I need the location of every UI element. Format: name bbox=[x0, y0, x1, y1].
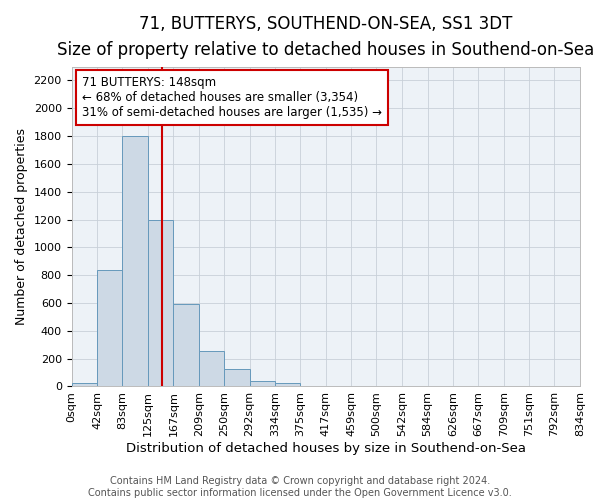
Bar bbox=[71, 383, 97, 386]
Bar bbox=[250, 380, 275, 386]
Bar bbox=[199, 351, 224, 386]
Text: 71 BUTTERYS: 148sqm
← 68% of detached houses are smaller (3,354)
31% of semi-det: 71 BUTTERYS: 148sqm ← 68% of detached ho… bbox=[82, 76, 382, 119]
Bar bbox=[275, 383, 300, 386]
Bar bbox=[97, 270, 122, 386]
Bar bbox=[224, 369, 250, 386]
X-axis label: Distribution of detached houses by size in Southend-on-Sea: Distribution of detached houses by size … bbox=[126, 442, 526, 455]
Bar bbox=[148, 220, 173, 386]
Text: Contains HM Land Registry data © Crown copyright and database right 2024.
Contai: Contains HM Land Registry data © Crown c… bbox=[88, 476, 512, 498]
Bar bbox=[122, 136, 148, 386]
Y-axis label: Number of detached properties: Number of detached properties bbox=[15, 128, 28, 325]
Title: 71, BUTTERYS, SOUTHEND-ON-SEA, SS1 3DT
Size of property relative to detached hou: 71, BUTTERYS, SOUTHEND-ON-SEA, SS1 3DT S… bbox=[57, 15, 595, 60]
Bar bbox=[173, 304, 199, 386]
